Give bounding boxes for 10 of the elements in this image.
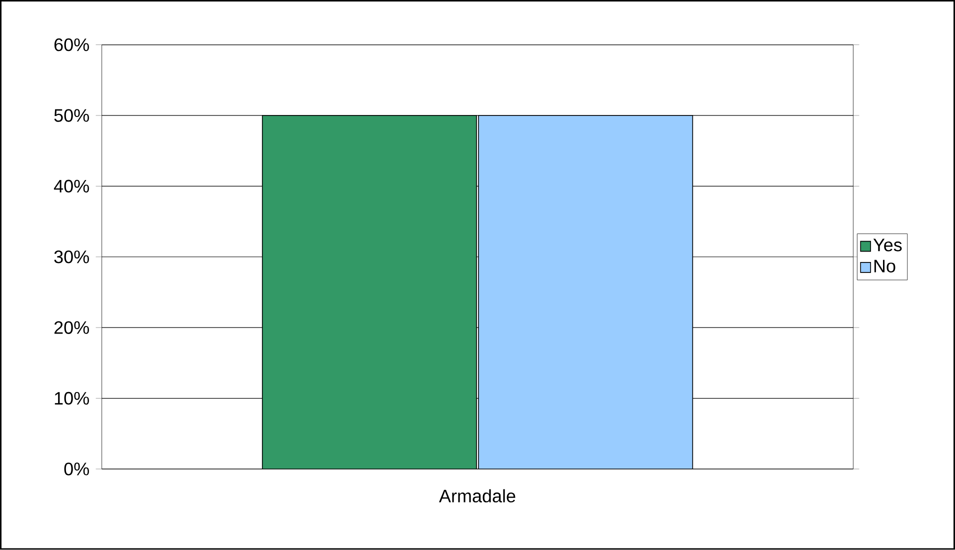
x-tick-label: Armadale <box>439 489 516 503</box>
legend-label: Yes <box>873 238 902 252</box>
y-tick-label: 10% <box>54 392 89 405</box>
legend-label: No <box>874 260 896 273</box>
y-tick-label: 60% <box>54 38 89 52</box>
y-tick-label: 20% <box>54 321 89 334</box>
y-tick-label: 40% <box>54 180 89 193</box>
y-tick-label: 30% <box>54 250 89 264</box>
y-tick-label: 50% <box>54 109 89 122</box>
y-tick-label: 0% <box>64 462 89 476</box>
